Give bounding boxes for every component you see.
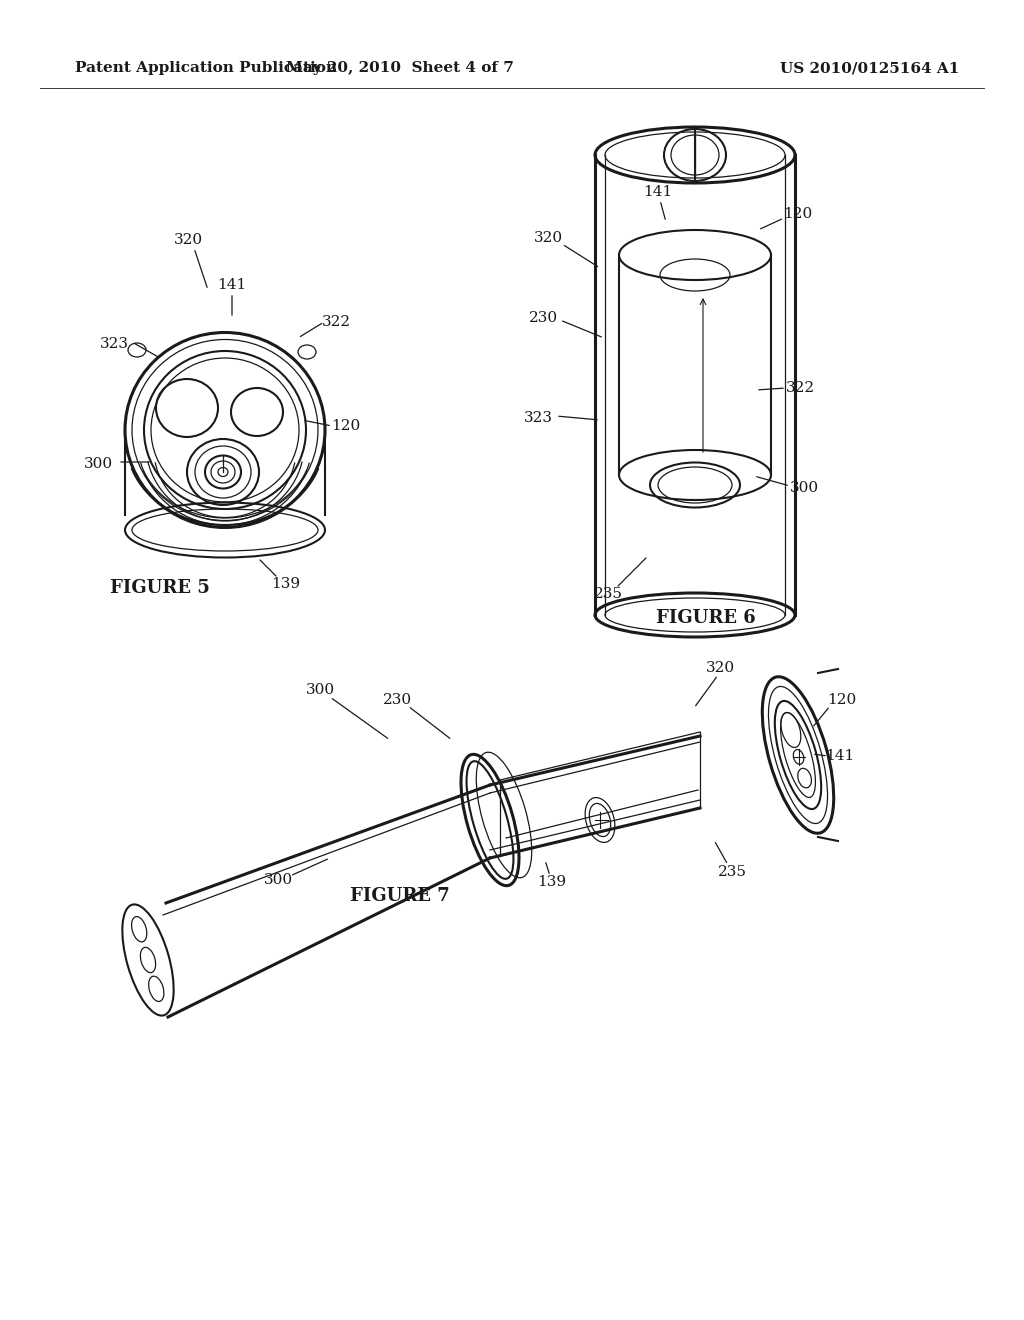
Text: 139: 139 (271, 577, 301, 591)
Text: FIGURE 7: FIGURE 7 (350, 887, 450, 906)
Text: 300: 300 (790, 480, 818, 495)
Text: 230: 230 (529, 312, 558, 325)
Text: FIGURE 5: FIGURE 5 (110, 579, 210, 597)
Text: 300: 300 (263, 873, 293, 887)
Text: 320: 320 (706, 661, 734, 675)
Text: 300: 300 (83, 457, 113, 471)
Text: 120: 120 (332, 418, 360, 433)
Text: 141: 141 (825, 748, 855, 763)
Text: 141: 141 (643, 185, 673, 199)
Text: 235: 235 (594, 587, 623, 601)
Text: 120: 120 (827, 693, 857, 708)
Text: 230: 230 (383, 693, 413, 708)
Text: 322: 322 (322, 315, 350, 329)
Text: 139: 139 (538, 875, 566, 888)
Text: FIGURE 6: FIGURE 6 (656, 609, 756, 627)
Text: Patent Application Publication: Patent Application Publication (75, 61, 337, 75)
Text: 320: 320 (534, 231, 562, 246)
Text: 322: 322 (785, 381, 814, 395)
Text: 235: 235 (718, 865, 746, 879)
Text: May 20, 2010  Sheet 4 of 7: May 20, 2010 Sheet 4 of 7 (286, 61, 514, 75)
Text: 300: 300 (305, 682, 335, 697)
Text: 323: 323 (99, 337, 128, 351)
Text: 320: 320 (173, 234, 203, 247)
Text: 120: 120 (783, 207, 813, 220)
Text: 141: 141 (217, 279, 247, 292)
Text: US 2010/0125164 A1: US 2010/0125164 A1 (780, 61, 959, 75)
Text: 323: 323 (523, 411, 553, 425)
